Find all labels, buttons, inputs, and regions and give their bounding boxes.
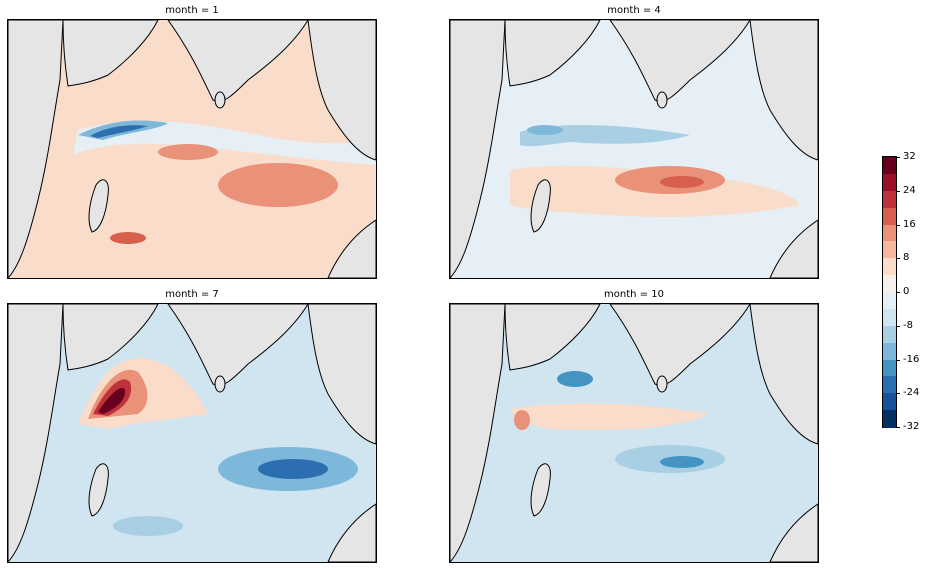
land-southeast-asia — [307, 20, 376, 161]
land-sri-lanka — [214, 375, 226, 393]
land-madagascar — [530, 463, 551, 517]
land-australia — [327, 503, 376, 562]
panel-title-month-4: month = 4 — [607, 5, 661, 16]
map-panel-month-4 — [449, 19, 819, 279]
colorbar-segment — [883, 292, 896, 310]
anomaly-core-strong-negative — [258, 459, 328, 479]
land-australia — [769, 219, 818, 278]
land-madagascar — [88, 463, 109, 517]
map-panel-month-1 — [7, 19, 377, 279]
colorbar-tick-label: 0 — [903, 286, 910, 297]
colorbar-tick-label: -16 — [903, 353, 920, 365]
anomaly-core-strong-positive — [660, 176, 704, 188]
land-india — [167, 20, 309, 102]
map-svg-month-7 — [8, 304, 376, 562]
panel-title-month-7: month = 7 — [165, 289, 219, 300]
anomaly-core-strong-negative — [90, 125, 148, 138]
colorbar-segment — [883, 207, 896, 225]
land-africa — [450, 304, 506, 562]
colorbar-tick-mark — [896, 224, 900, 226]
anomaly-band-negative — [73, 120, 376, 165]
colorbar-segment — [883, 190, 896, 209]
colorbar-tick-label: -24 — [903, 387, 920, 399]
map-svg-month-1 — [8, 20, 376, 278]
land-southeast-asia — [749, 20, 818, 161]
anomaly-core-strong-negative — [557, 371, 593, 387]
colorbar-tick-mark — [896, 393, 900, 395]
panel-title-month-10: month = 10 — [604, 289, 664, 300]
map-svg-month-10 — [450, 304, 818, 562]
colorbar-tick-mark — [896, 258, 900, 260]
land-africa — [8, 20, 64, 278]
colorbar-tick-mark — [896, 292, 900, 293]
land-arabia — [62, 304, 159, 371]
colorbar-segment — [883, 342, 896, 360]
land-arabia — [504, 20, 601, 87]
colorbar-segment — [883, 308, 896, 327]
map-svg-month-4 — [450, 20, 818, 278]
anomaly-core-negative — [527, 125, 563, 135]
colorbar-segment — [883, 275, 896, 293]
land-australia — [327, 219, 376, 278]
colorbar-tick-label: 8 — [903, 252, 910, 264]
colorbar-tick-label: -8 — [903, 319, 913, 331]
land-sri-lanka — [656, 375, 668, 393]
anomaly-band-positive — [510, 403, 710, 431]
map-panel-month-7 — [7, 303, 377, 563]
colorbar-tick-mark — [896, 190, 900, 192]
land-africa — [8, 304, 64, 562]
colorbar-segment — [883, 325, 896, 344]
anomaly-core-positive — [110, 232, 146, 244]
panel-title-month-1: month = 1 — [165, 5, 219, 16]
land-arabia — [504, 304, 601, 371]
colorbar-segment — [883, 173, 896, 192]
anomaly-core-positive — [218, 163, 338, 207]
colorbar-tick-label: -32 — [903, 421, 920, 432]
colorbar-segment — [883, 258, 896, 276]
colorbar-segment — [883, 241, 896, 259]
land-india — [609, 20, 751, 102]
anomaly-core-positive — [514, 410, 530, 430]
colorbar-tick-label: 24 — [903, 184, 916, 196]
land-india — [167, 304, 309, 386]
map-panel-month-10 — [449, 303, 819, 563]
land-australia — [769, 503, 818, 562]
land-southeast-asia — [749, 304, 818, 445]
land-madagascar — [88, 179, 109, 233]
land-sri-lanka — [214, 91, 226, 109]
colorbar-segment — [883, 359, 896, 377]
colorbar-segment — [883, 376, 896, 394]
colorbar-segment — [883, 393, 896, 411]
land-madagascar — [530, 179, 551, 233]
land-india — [609, 304, 751, 386]
colorbar-tick-mark — [896, 359, 900, 361]
colorbar-tick-mark — [896, 325, 900, 327]
colorbar — [882, 156, 897, 428]
land-southeast-asia — [307, 304, 376, 445]
colorbar-segment — [883, 157, 896, 175]
land-africa — [450, 20, 506, 278]
colorbar-tick-mark — [896, 427, 900, 428]
colorbar-segment — [883, 224, 896, 242]
anomaly-core-strong-negative — [660, 456, 704, 468]
land-arabia — [62, 20, 159, 87]
colorbar-segment — [883, 410, 896, 428]
anomaly-core-negative — [113, 516, 183, 536]
anomaly-core-positive — [158, 144, 218, 160]
anomaly-core-strongest-positive — [98, 388, 126, 414]
land-sri-lanka — [656, 91, 668, 109]
colorbar-tick-mark — [896, 157, 900, 158]
colorbar-tick-label: 32 — [903, 151, 916, 162]
colorbar-tick-label: 16 — [903, 218, 916, 230]
